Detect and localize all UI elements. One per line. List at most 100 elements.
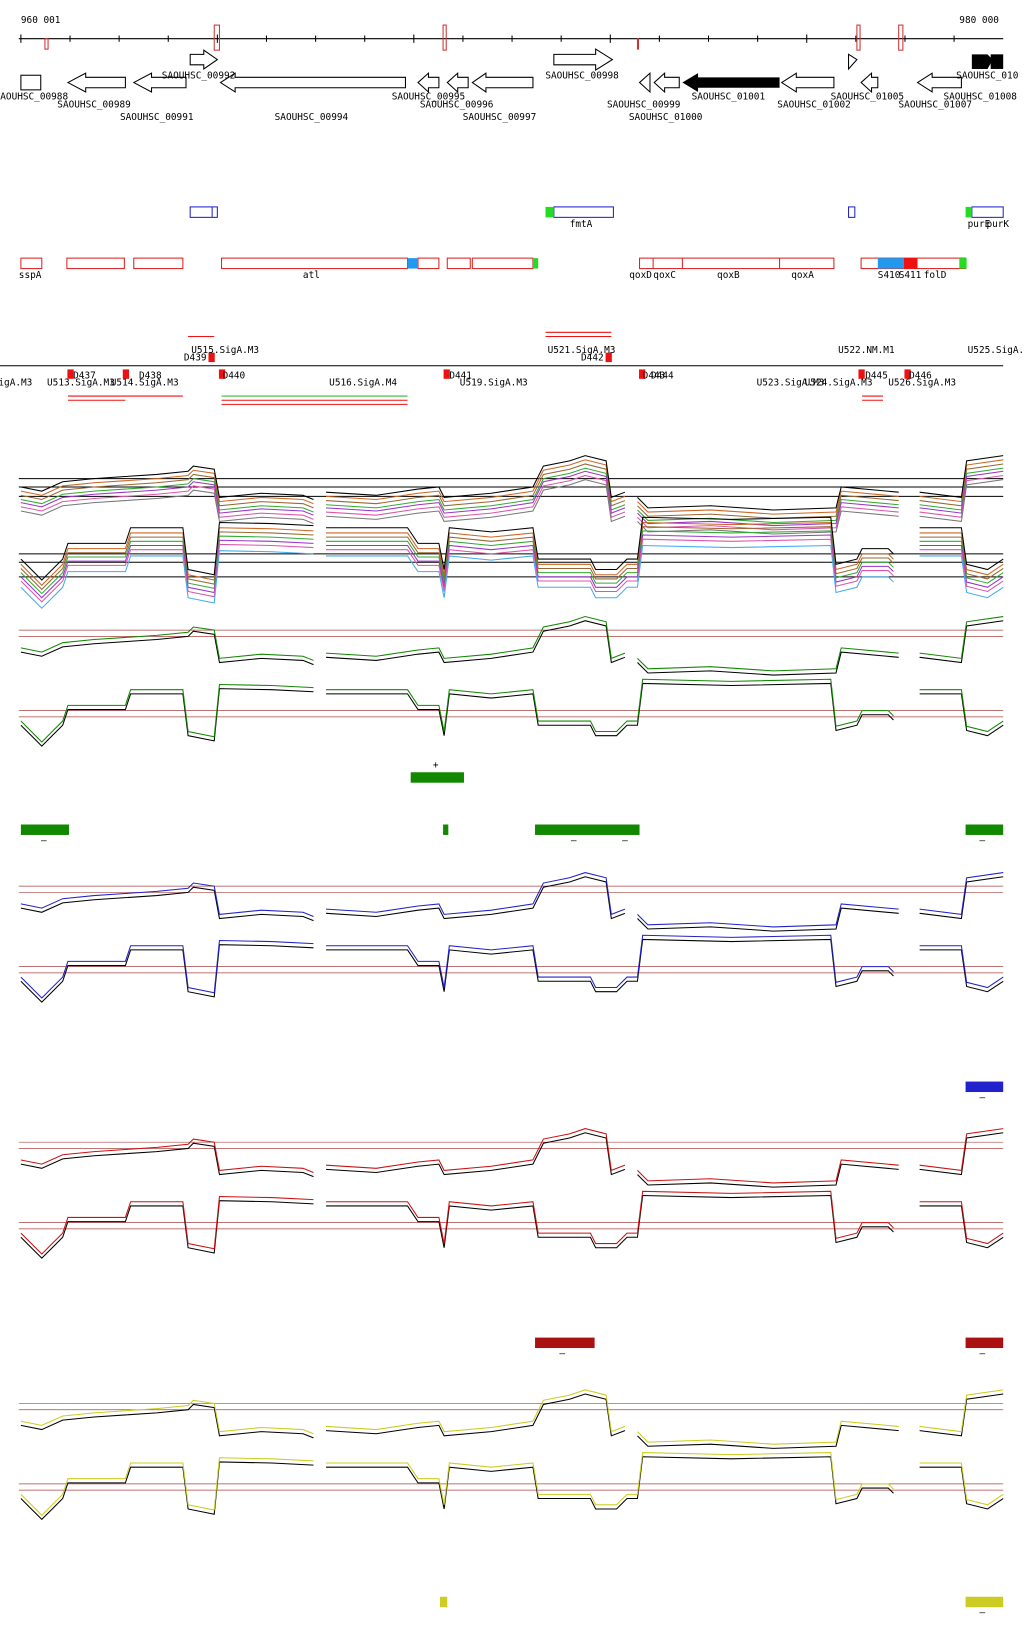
track-box (20, 824, 69, 835)
label: – (559, 1348, 565, 1359)
label: + (433, 760, 439, 771)
label: SAOUHSC_01001 (692, 91, 766, 102)
gene-arrow (848, 53, 858, 71)
label: SAOUHSC_01007 (899, 100, 973, 111)
label: – (41, 835, 47, 846)
track-box (442, 24, 447, 51)
track-box (417, 257, 440, 270)
label: – (979, 1348, 985, 1359)
track-box (971, 206, 1004, 218)
track-box (122, 369, 130, 379)
track-box (858, 369, 865, 379)
gene-arrow (990, 54, 1004, 69)
promoter-labels: U515.SigA.M3 U521.SigA.M3 U522.NM.M1 U52… (0, 345, 1024, 388)
sign-labels: + – – – – – – – – (41, 760, 985, 1618)
label: SAOUHSC_01008 (943, 91, 1017, 102)
track-box (221, 257, 409, 270)
track-box (848, 206, 856, 218)
label: SAOUHSC_00988 (0, 91, 68, 102)
label: qoxC (653, 270, 676, 281)
signal-trace (20, 1194, 1004, 1259)
signal-trace (20, 938, 1004, 1003)
label: D443 (643, 370, 666, 381)
track-box (965, 1081, 1004, 1093)
track-box (965, 824, 1004, 835)
label: U525.SigA.M3 (968, 345, 1024, 356)
label: SAOUHSC_01000 (629, 112, 703, 123)
track-box (532, 258, 539, 269)
track-box (535, 824, 640, 835)
label: purK (986, 219, 1009, 230)
label: D440 (223, 370, 246, 381)
gene-labels: SAOUHSC_00988 SAOUHSC_00989 SAOUHSC_0099… (0, 70, 1019, 123)
track-box (66, 257, 125, 270)
track-box (443, 369, 450, 379)
gene-arrow (780, 72, 835, 93)
label: SAOUHSC_00999 (607, 100, 681, 111)
track-box (20, 257, 43, 270)
signal-trace (20, 620, 1004, 676)
group (20, 257, 967, 270)
label: D445 (865, 370, 888, 381)
track-box (877, 258, 904, 269)
label: SAOUHSC_00998 (545, 70, 619, 81)
signal-trace (20, 1132, 1004, 1188)
track-box (965, 206, 972, 218)
label: SAOUHSC_00997 (463, 112, 537, 123)
label: SAOUHSC_01005 (831, 91, 904, 102)
gene-arrow (653, 71, 680, 94)
signal-trace (20, 516, 1004, 581)
signal-trace (20, 455, 1004, 511)
label: U512.SigA.M3 (0, 378, 32, 389)
track-box (535, 1337, 595, 1349)
signal-trace (20, 1389, 1004, 1445)
label: D438 (139, 370, 162, 381)
label: U523.SigA.M3 (757, 378, 825, 389)
gene-arrow (471, 72, 534, 93)
label: – (979, 835, 985, 846)
track-box (959, 258, 967, 269)
track-box (605, 352, 612, 363)
label: D437 (73, 370, 96, 381)
track-box (553, 206, 614, 218)
label: qoxA (791, 270, 814, 281)
gene-arrow (219, 72, 406, 93)
label: D444 (651, 370, 674, 381)
track-box (471, 257, 534, 270)
gene-arrow (916, 72, 962, 93)
label: sspA (19, 270, 42, 281)
signal-trace (20, 616, 1004, 672)
track-box (446, 257, 471, 270)
group (189, 206, 1004, 218)
gene-arrow (132, 72, 187, 93)
gene-arrow (682, 73, 780, 92)
label: D442 (581, 353, 604, 364)
signal-trace (20, 876, 1004, 932)
label: qoxD (629, 270, 652, 281)
label: SAOUHSC_00989 (57, 100, 131, 111)
label: SAOUHSC_00991 (120, 112, 194, 123)
group (20, 34, 955, 43)
track-box (218, 369, 226, 379)
label: U513.SigA.M3 (47, 378, 115, 389)
label: SAOUHSC_01002 (777, 100, 851, 111)
track-box (213, 24, 220, 51)
track-box (903, 258, 918, 269)
label: U516.SigA.M4 (329, 378, 397, 389)
label: U515.SigA.M3 (191, 345, 259, 356)
label: SAOUHSC_00992 (162, 70, 236, 81)
label: U514.SigA.M3 (111, 378, 179, 389)
track-box (44, 38, 49, 50)
gene-arrow (446, 71, 469, 94)
label: SAOUHSC_00996 (420, 100, 494, 111)
group (44, 24, 904, 51)
label: – (979, 1092, 985, 1103)
track-box (133, 257, 184, 270)
label: – (622, 835, 628, 846)
track-box (639, 257, 835, 270)
label: U521.SigA.M3 (548, 345, 616, 356)
label: SAOUHSC_00994 (275, 112, 349, 123)
track-box (904, 369, 911, 379)
signal-trace (20, 534, 1004, 599)
